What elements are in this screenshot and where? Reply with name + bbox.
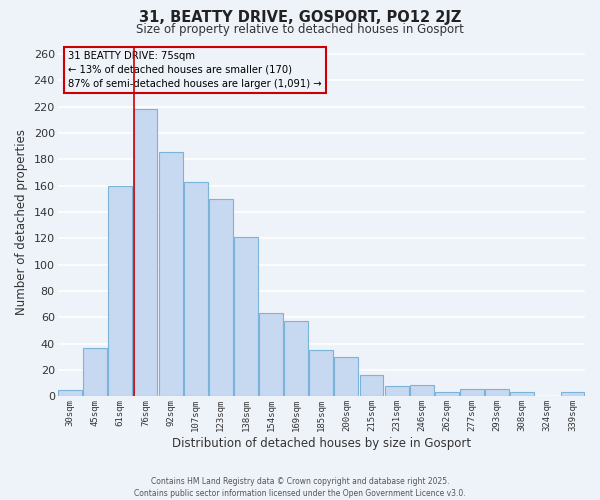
Bar [334, 357, 358, 397]
Y-axis label: Number of detached properties: Number of detached properties [15, 129, 28, 315]
Text: 31 BEATTY DRIVE: 75sqm
← 13% of detached houses are smaller (170)
87% of semi-de: 31 BEATTY DRIVE: 75sqm ← 13% of detached… [68, 51, 322, 89]
Bar [234, 237, 258, 396]
Bar [385, 386, 409, 396]
X-axis label: Distribution of detached houses by size in Gosport: Distribution of detached houses by size … [172, 437, 471, 450]
Bar [259, 314, 283, 396]
Bar [284, 322, 308, 396]
Text: Contains HM Land Registry data © Crown copyright and database right 2025.
Contai: Contains HM Land Registry data © Crown c… [134, 476, 466, 498]
Bar [410, 384, 434, 396]
Bar [510, 392, 534, 396]
Bar [184, 182, 208, 396]
Bar [560, 392, 584, 396]
Bar [109, 186, 133, 396]
Bar [209, 199, 233, 396]
Bar [134, 110, 157, 397]
Bar [158, 152, 182, 396]
Bar [359, 376, 383, 396]
Text: Size of property relative to detached houses in Gosport: Size of property relative to detached ho… [136, 22, 464, 36]
Bar [310, 350, 333, 397]
Bar [460, 388, 484, 396]
Bar [435, 392, 459, 396]
Bar [485, 388, 509, 396]
Bar [58, 390, 82, 396]
Bar [83, 348, 107, 397]
Text: 31, BEATTY DRIVE, GOSPORT, PO12 2JZ: 31, BEATTY DRIVE, GOSPORT, PO12 2JZ [139, 10, 461, 25]
